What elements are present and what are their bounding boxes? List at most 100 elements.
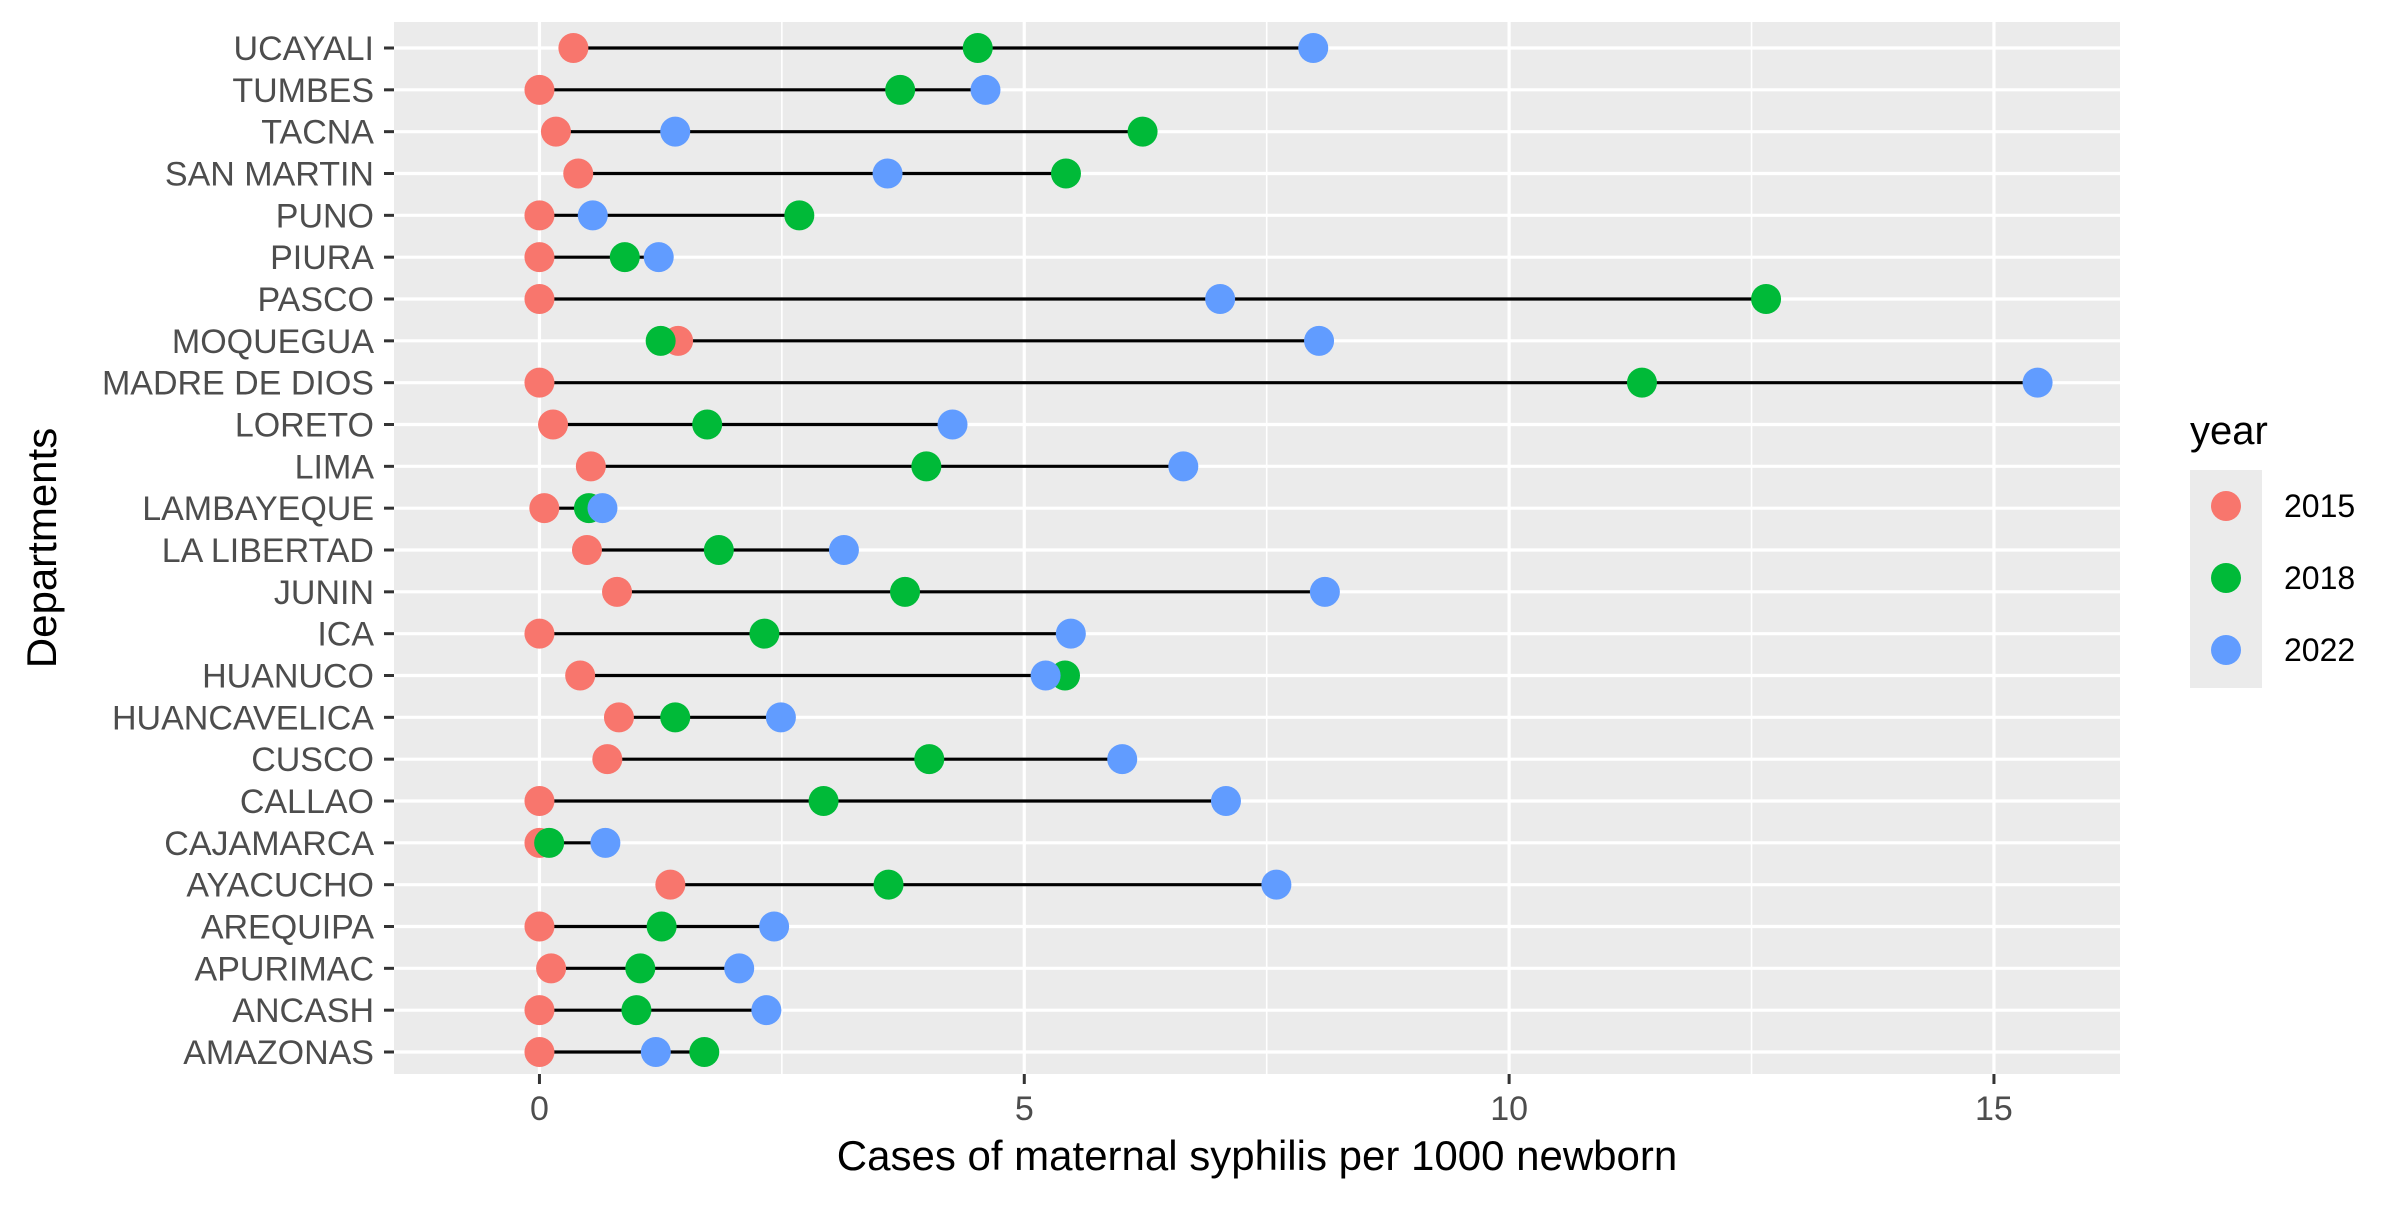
point-2022 [1168,451,1199,482]
point-2018 [911,451,942,482]
legend-key-2022 [2211,635,2241,665]
y-tick-label: LORETO [235,407,374,445]
y-tick-label: AMAZONAS [183,1034,374,1072]
point-2022 [872,158,903,189]
point-2022 [590,827,621,858]
point-2018 [1626,367,1657,398]
y-tick-label: AREQUIPA [201,909,375,947]
legend: year 2015 2018 2022 [2190,409,2355,688]
point-2018 [914,744,945,775]
y-tick-label: UCAYALI [234,30,374,68]
legend-title: year [2190,409,2268,453]
point-2015 [524,786,555,816]
point-2015 [655,869,686,900]
y-tick-label: HUANCAVELICA [112,699,374,737]
point-2022 [751,995,782,1026]
y-axis-title: Departments [18,428,65,668]
point-2022 [1107,744,1138,775]
y-tick-label: AYACUCHO [186,867,374,905]
point-2018 [645,325,676,356]
point-2015 [565,660,596,691]
point-2015 [603,702,634,733]
y-tick-label: TACNA [261,114,374,152]
point-2018 [808,786,839,816]
point-2018 [646,911,677,942]
point-2022 [587,493,618,524]
y-tick-label: LA LIBERTAD [162,532,374,570]
x-tick-label: 0 [530,1090,549,1128]
point-2022 [1261,869,1292,900]
point-2022 [1210,786,1241,816]
y-tick-label: HUANUCO [202,658,374,696]
point-2022 [1309,576,1340,607]
x-axis-title: Cases of maternal syphilis per 1000 newb… [837,1132,1677,1179]
point-2022 [759,911,790,942]
point-2015 [524,1037,555,1067]
point-2018 [660,702,691,733]
point-2022 [724,953,755,984]
point-2015 [563,158,594,189]
point-2015 [558,33,589,63]
point-2018 [621,995,652,1026]
point-2015 [524,367,555,398]
point-2015 [575,451,606,482]
x-tick-label: 5 [1015,1090,1034,1128]
point-2015 [529,493,560,524]
point-2015 [524,74,555,105]
y-tick-label: CAJAMARCA [164,825,374,863]
point-2018 [689,1037,720,1067]
point-2015 [602,576,633,607]
y-tick-label: APURIMAC [195,950,374,988]
point-2018 [1050,158,1081,189]
x-axis-ticks: 0 5 10 15 [530,1074,2013,1128]
y-tick-label: SAN MARTIN [165,156,374,194]
point-2022 [1055,618,1086,649]
point-2015 [524,995,555,1026]
y-tick-label: TUMBES [232,72,374,110]
y-tick-label: PIURA [270,239,374,277]
point-2022 [1205,284,1236,314]
point-2015 [538,409,569,440]
y-tick-label: LAMBAYEQUE [142,490,374,528]
point-2018 [749,618,780,649]
point-2018 [625,953,656,984]
x-tick-label: 15 [1975,1090,2013,1128]
point-2015 [540,116,571,147]
point-2022 [970,74,1001,105]
point-2015 [524,200,555,231]
x-tick-label: 10 [1490,1090,1528,1128]
point-2018 [962,33,993,63]
point-2022 [643,242,674,273]
y-tick-label: JUNIN [274,574,374,612]
y-tick-label: MADRE DE DIOS [102,365,374,403]
y-tick-label: PASCO [257,281,374,319]
point-2022 [2022,367,2053,398]
point-2015 [571,535,602,565]
y-tick-label: CUSCO [251,741,374,779]
data-points [524,33,2053,1067]
point-2018 [890,576,921,607]
legend-label: 2022 [2284,632,2355,668]
point-2015 [524,242,555,273]
legend-label: 2015 [2284,488,2355,524]
point-2022 [937,409,968,440]
point-2015 [592,744,623,775]
y-tick-label: LIMA [295,448,375,486]
legend-key-2015 [2211,491,2241,521]
point-2015 [524,284,555,314]
y-tick-label: MOQUEGUA [172,323,374,361]
point-2018 [692,409,723,440]
point-2015 [524,911,555,942]
y-tick-label: ANCASH [232,992,374,1030]
point-2022 [1298,33,1329,63]
y-tick-label: ICA [317,616,374,654]
point-2022 [1304,325,1335,356]
point-2018 [609,242,640,273]
legend-label: 2018 [2284,560,2355,596]
point-2018 [873,869,904,900]
point-2022 [765,702,796,733]
point-2015 [524,618,555,649]
legend-key-2018 [2211,563,2241,593]
